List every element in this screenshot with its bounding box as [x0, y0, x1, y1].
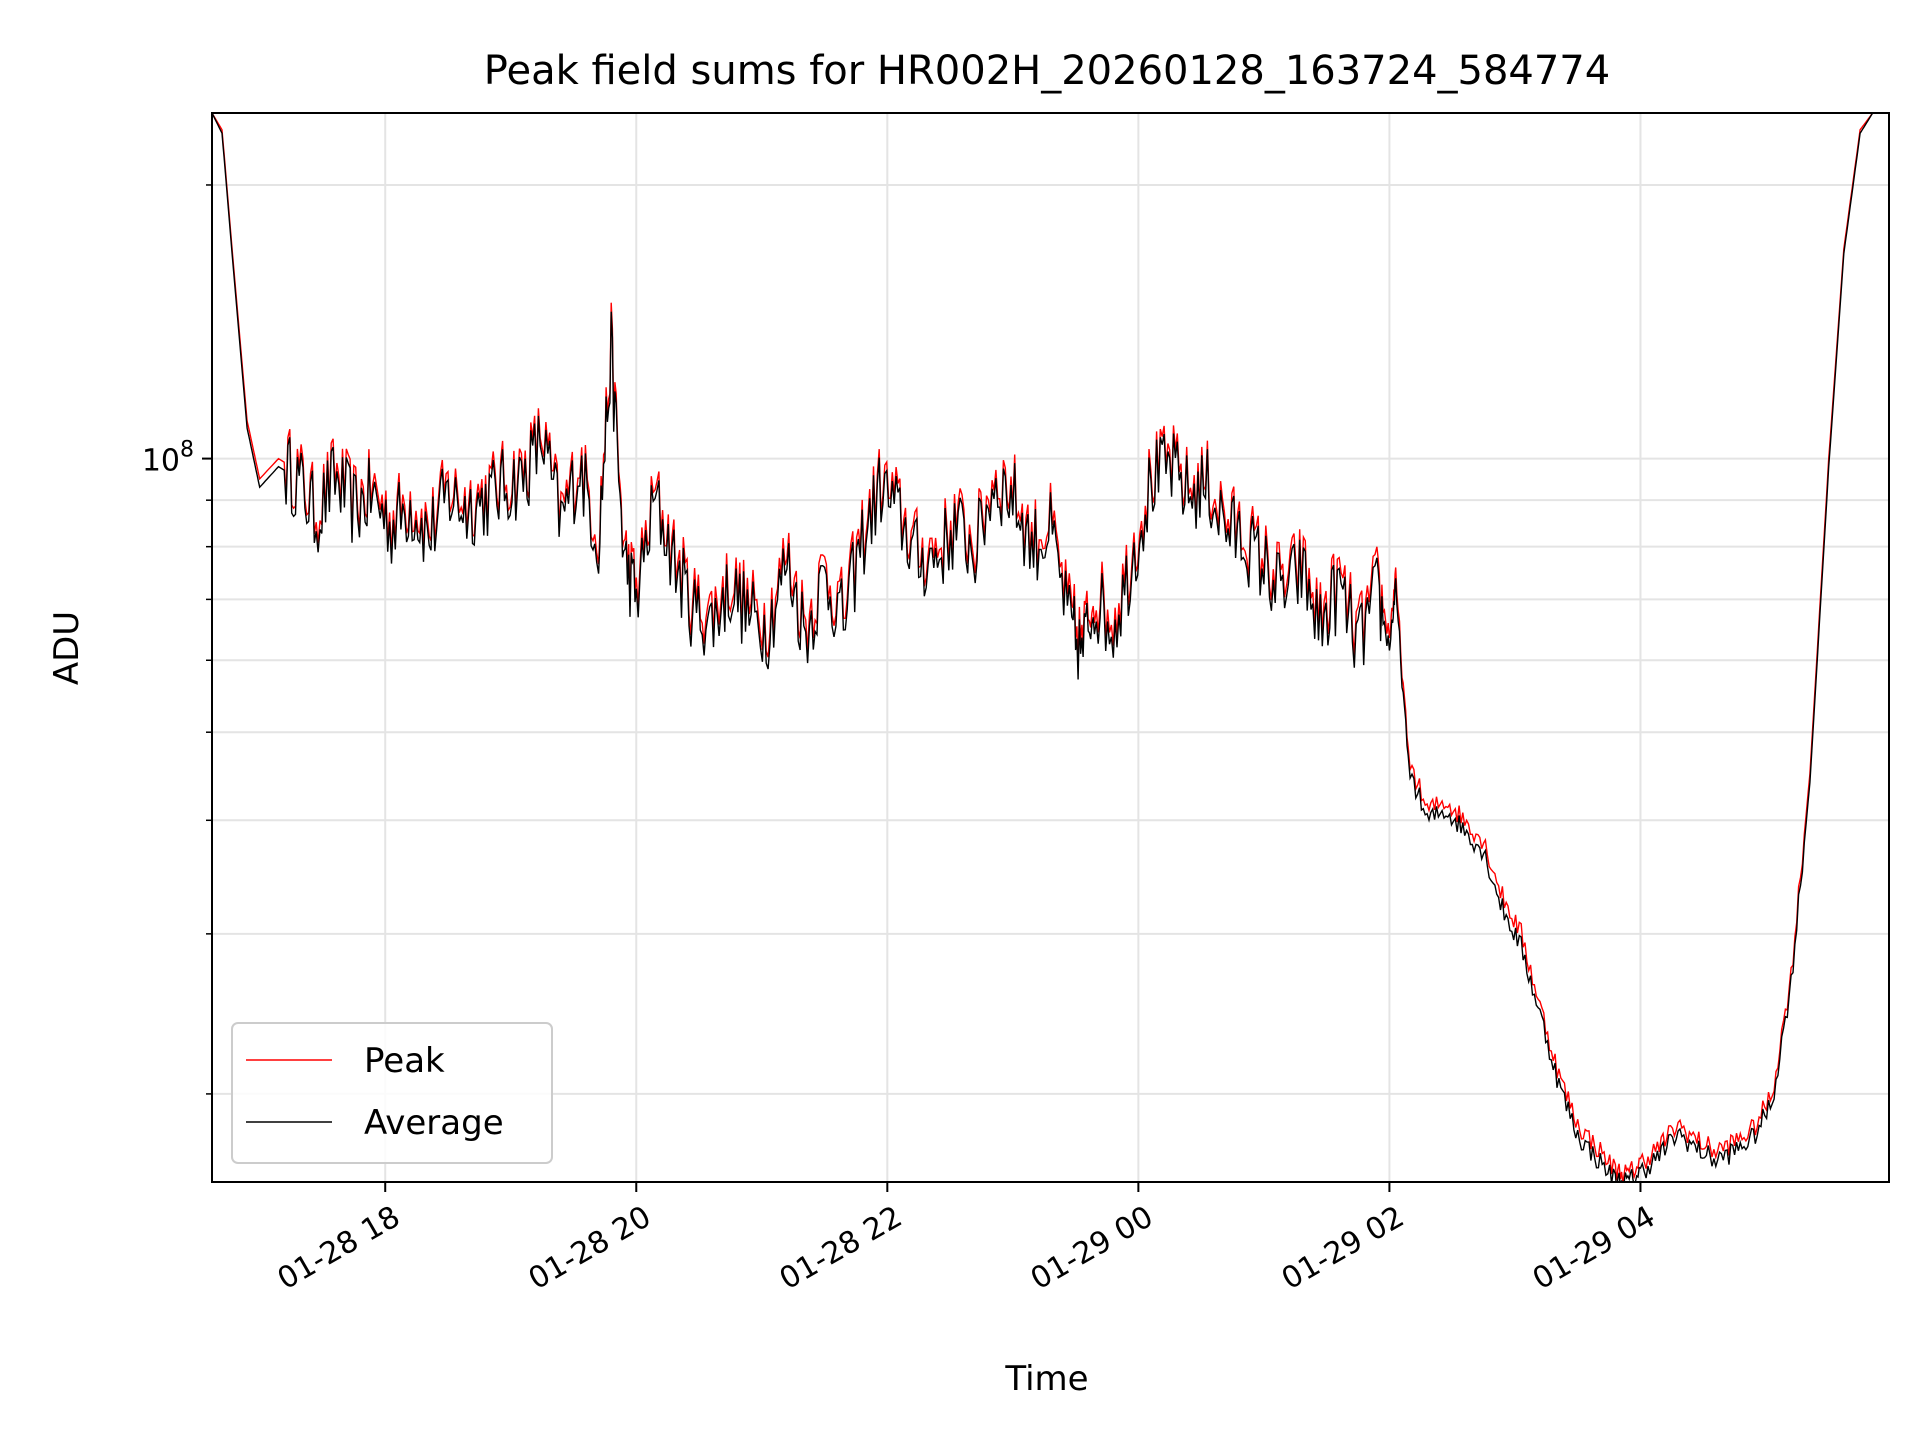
y-axis-ticks: 108	[142, 184, 212, 1095]
x-tick-label: 01-29 04	[1527, 1199, 1661, 1297]
legend-box	[231, 1022, 553, 1164]
x-tick-label: 01-28 20	[523, 1199, 657, 1297]
x-axis-ticks: 01-28 18 01-28 20 01-28 22 01-29 00 01-29 02…	[272, 1182, 1661, 1297]
y-axis-label: ADU	[47, 611, 87, 685]
y-tick-label: 108	[142, 438, 194, 479]
x-tick-label: 01-29 02	[1276, 1199, 1410, 1297]
legend: Peak Average	[231, 1022, 553, 1164]
legend-label-average: Average	[364, 1103, 504, 1143]
x-tick-label: 01-28 18	[272, 1199, 406, 1297]
chart-title: Peak field sums for HR002H_20260128_1637…	[484, 48, 1610, 94]
series-line-average	[212, 113, 1889, 1182]
plot-frame	[211, 112, 1890, 1183]
x-tick-label: 01-28 22	[774, 1199, 908, 1297]
grid-lines	[212, 113, 1889, 1182]
series-lines	[212, 113, 1889, 1182]
x-tick-label: 01-29 00	[1025, 1199, 1159, 1297]
x-axis-label: Time	[1004, 1359, 1088, 1399]
legend-label-peak: Peak	[364, 1041, 445, 1081]
